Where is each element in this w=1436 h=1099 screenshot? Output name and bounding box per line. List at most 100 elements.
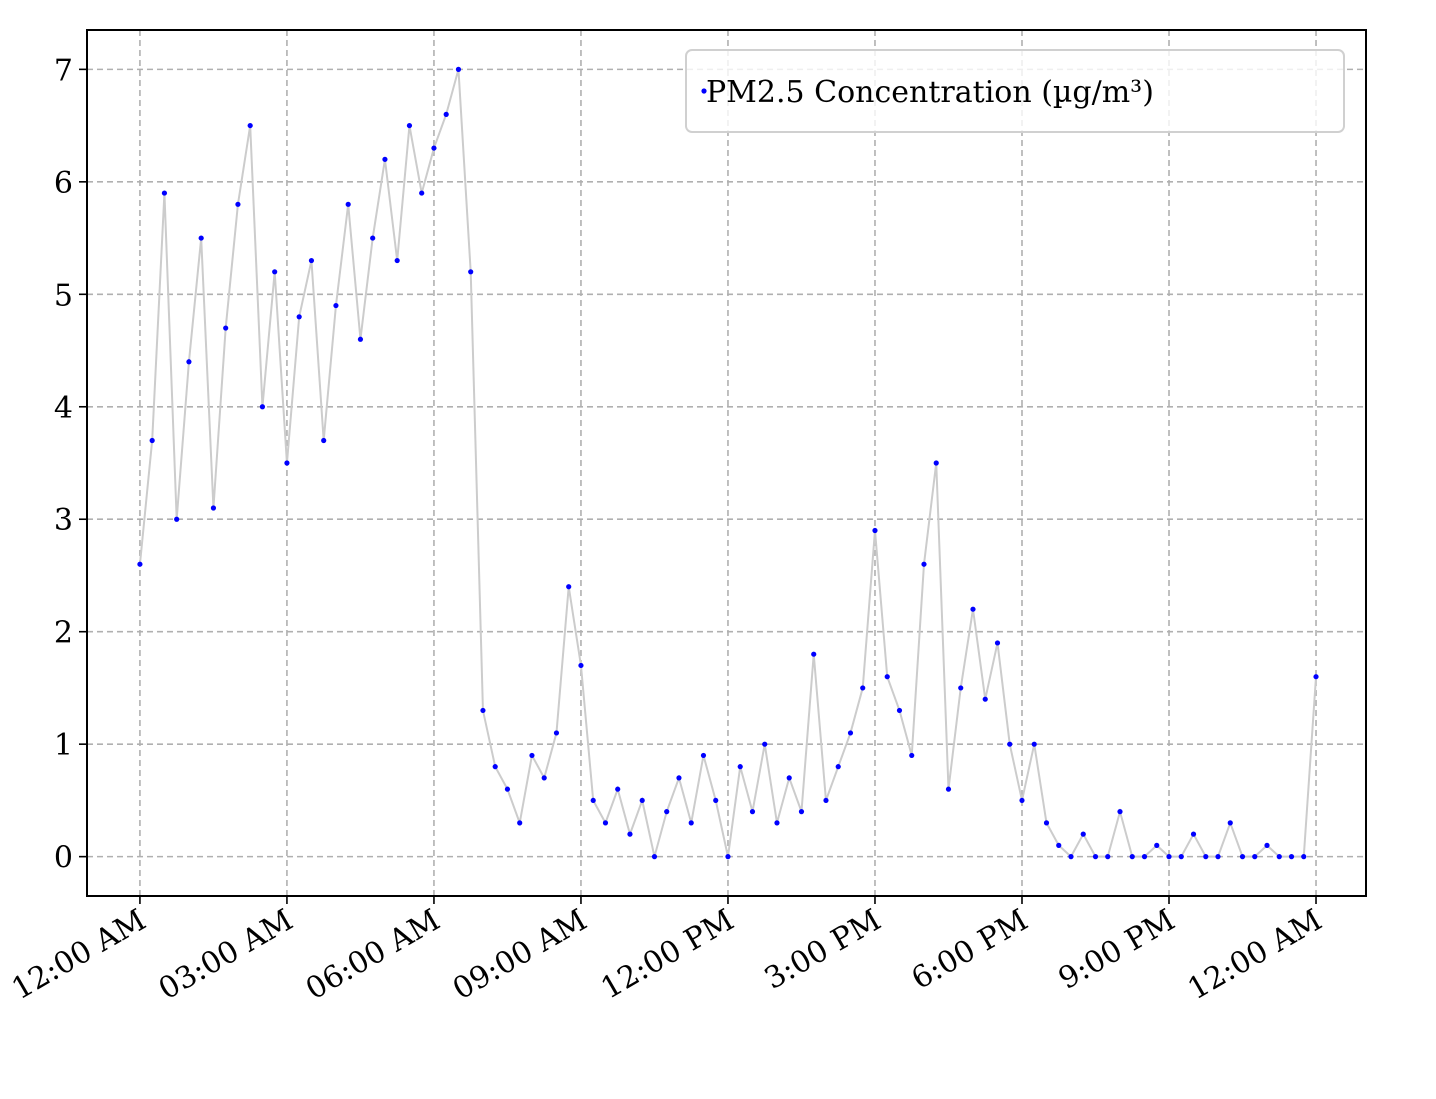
- data-point: [676, 775, 682, 781]
- y-tick-label: 6: [54, 166, 73, 201]
- data-point: [443, 111, 449, 117]
- data-point: [529, 752, 535, 759]
- data-point: [994, 640, 1001, 646]
- y-tick-label: 4: [54, 391, 73, 426]
- data-point: [1007, 741, 1013, 747]
- data-point: [210, 505, 217, 511]
- data-point: [1031, 741, 1037, 747]
- data-point: [688, 820, 694, 826]
- data-point: [1288, 854, 1295, 860]
- x-tick-label: 3:00 PM: [759, 903, 887, 997]
- data-point: [247, 122, 253, 129]
- data-point: [431, 145, 437, 151]
- x-tick-label: 12:00 AM: [6, 903, 152, 1007]
- data-point: [590, 797, 596, 804]
- data-point: [186, 359, 192, 365]
- data-point: [958, 685, 964, 691]
- data-point: [566, 584, 572, 590]
- data-point: [1178, 854, 1184, 860]
- data-point: [664, 809, 670, 815]
- data-point: [223, 325, 229, 331]
- plot-frame: [86, 29, 1367, 897]
- data-point: [786, 775, 792, 781]
- data-point: [1080, 831, 1086, 837]
- data-point: [1252, 854, 1258, 860]
- data-point: [970, 606, 976, 612]
- y-tick-label: 3: [54, 503, 73, 538]
- data-point: [259, 404, 266, 410]
- data-point: [847, 730, 854, 736]
- data-point: [345, 201, 351, 207]
- data-point: [1068, 854, 1074, 860]
- x-tick-label: 03:00 AM: [153, 903, 299, 1007]
- data-point: [455, 66, 462, 72]
- legend-label: PM2.5 Concentration (µg/m³): [706, 75, 1154, 110]
- data-point: [149, 437, 155, 444]
- data-point: [370, 235, 376, 241]
- data-point: [798, 809, 805, 815]
- data-point: [982, 696, 988, 702]
- data-point: [321, 437, 327, 444]
- data-point: [921, 561, 927, 567]
- data-point: [1154, 842, 1160, 848]
- x-tick-label: 9:00 PM: [1053, 903, 1181, 997]
- data-point: [762, 741, 768, 747]
- data-point: [272, 269, 278, 275]
- data-point: [578, 662, 584, 669]
- data-point: [1092, 854, 1099, 860]
- data-point: [1190, 831, 1197, 837]
- data-point: [480, 707, 486, 714]
- data-point: [1227, 820, 1233, 826]
- data-point: [872, 527, 878, 534]
- data-point: [1019, 797, 1025, 804]
- data-point: [1215, 854, 1221, 860]
- y-tick-label: 7: [54, 53, 73, 88]
- data-point: [406, 122, 413, 129]
- data-point: [174, 516, 180, 522]
- data-point: [1056, 842, 1062, 848]
- data-point: [419, 190, 425, 196]
- data-point: [860, 685, 866, 691]
- data-point: [1239, 854, 1246, 860]
- data-point: [1043, 820, 1050, 826]
- data-point: [468, 269, 474, 275]
- data-point: [235, 201, 241, 207]
- data-point: [933, 460, 939, 466]
- x-tick-label: 12:00 PM: [595, 903, 740, 1007]
- x-tick-label: 09:00 AM: [447, 903, 593, 1007]
- data-point: [1276, 854, 1282, 860]
- x-tick-label: 06:00 AM: [300, 903, 446, 1007]
- data-point: [811, 651, 817, 657]
- data-point: [1129, 854, 1135, 860]
- data-point: [308, 257, 315, 264]
- data-point: [749, 809, 756, 815]
- data-point: [700, 752, 707, 759]
- x-tick-label: 6:00 PM: [906, 903, 1034, 997]
- y-tick-label: 1: [54, 728, 73, 763]
- y-tick-label: 0: [54, 841, 73, 876]
- data-point: [296, 314, 302, 320]
- data-point: [517, 820, 523, 826]
- data-point: [1264, 842, 1270, 848]
- data-point: [835, 764, 841, 770]
- data-point: [725, 854, 731, 860]
- data-point: [492, 764, 498, 770]
- data-point: [884, 674, 890, 680]
- data-point: [137, 561, 143, 567]
- legend-box: [685, 49, 1345, 133]
- data-point: [161, 190, 168, 196]
- data-point: [553, 730, 560, 736]
- data-point: [198, 235, 204, 241]
- y-tick-label: 5: [54, 278, 73, 313]
- data-point: [1301, 854, 1307, 860]
- x-tick-label: 12:00 AM: [1182, 903, 1328, 1007]
- data-point: [504, 786, 511, 792]
- data-point: [737, 764, 743, 770]
- data-point: [1105, 854, 1111, 860]
- y-tick-label: 2: [54, 616, 73, 651]
- data-point: [945, 786, 952, 792]
- data-point: [333, 302, 339, 309]
- data-point: [382, 156, 388, 162]
- data-point: [909, 752, 915, 759]
